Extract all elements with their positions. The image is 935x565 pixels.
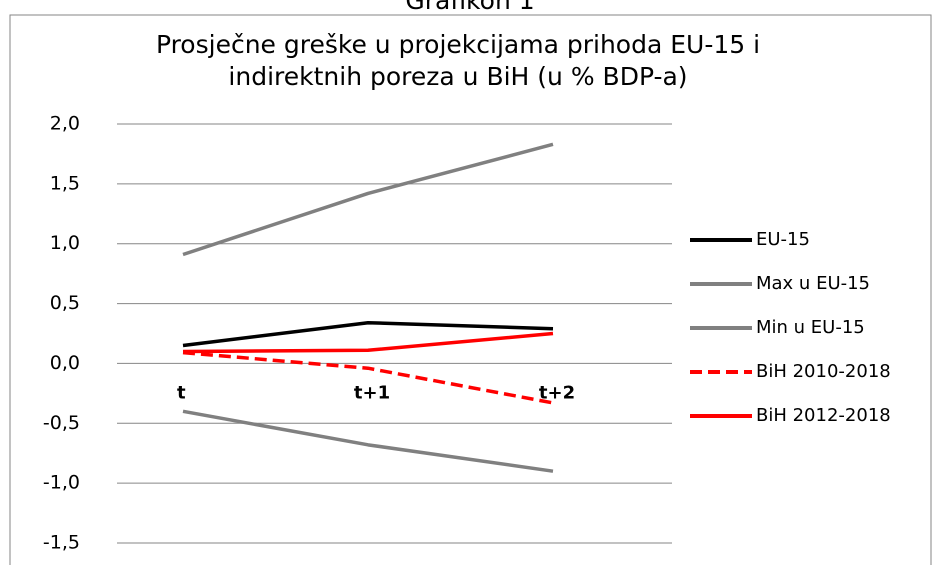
- y-tick-label: 2,0: [50, 113, 80, 135]
- x-tick-label: t+2: [539, 382, 575, 403]
- chart-title: Prosječne greške u projekcijama prihoda …: [156, 30, 760, 59]
- y-tick-label: 1,5: [50, 172, 80, 194]
- y-tick-label: 1,0: [50, 232, 80, 254]
- chart-title: indirektnih poreza u BiH (u % BDP-a): [228, 62, 687, 91]
- y-tick-label: 0,5: [50, 292, 80, 314]
- legend-label: Min u EU-15: [756, 317, 865, 338]
- series-line: [182, 331, 554, 354]
- series-line: [182, 142, 554, 257]
- legend-label: EU-15: [756, 229, 810, 250]
- series-line: [182, 350, 554, 405]
- series-line: [182, 320, 554, 348]
- y-tick-label: -1,0: [43, 472, 80, 494]
- legend-label: BiH 2010-2018: [756, 361, 891, 382]
- chart-frame: [9, 14, 932, 565]
- x-tick-label: t: [177, 382, 186, 403]
- legend-label: BiH 2012-2018: [756, 405, 891, 426]
- y-tick-label: -0,5: [43, 412, 80, 434]
- series-line: [182, 409, 554, 473]
- x-tick-label: t+1: [354, 382, 390, 403]
- y-tick-label: 0,0: [50, 352, 80, 374]
- y-tick-label: -1,5: [43, 532, 80, 554]
- legend-label: Max u EU-15: [756, 273, 870, 294]
- caption: Grafikon 1: [405, 0, 534, 15]
